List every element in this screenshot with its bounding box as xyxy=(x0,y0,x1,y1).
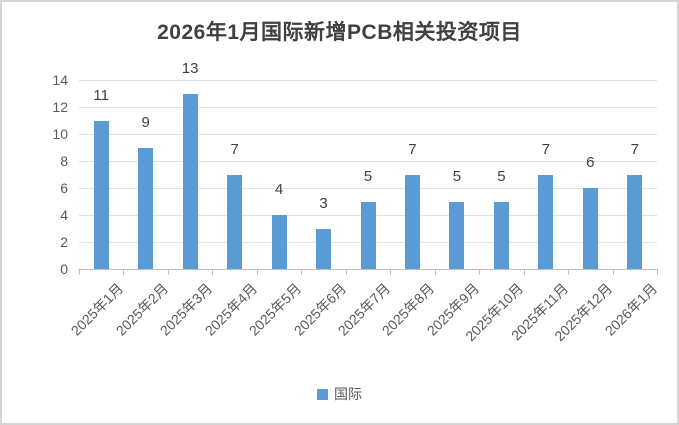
bar xyxy=(316,228,332,269)
y-axis-tick-label: 0 xyxy=(60,261,68,277)
bar-value-label: 7 xyxy=(541,140,551,158)
x-axis-tick xyxy=(345,270,347,275)
bar-value-label: 5 xyxy=(363,167,373,185)
bar-value-label: 7 xyxy=(230,140,239,158)
x-axis-tick xyxy=(167,270,169,275)
chart-title: 2026年1月国际新增PCB相关投资项目 xyxy=(157,21,522,44)
bar xyxy=(271,215,287,269)
bar-value-label: 7 xyxy=(630,140,639,158)
x-axis-tick xyxy=(479,270,481,275)
x-axis-tick xyxy=(123,270,125,275)
bar xyxy=(582,188,598,269)
bar xyxy=(538,174,554,269)
x-axis-tick xyxy=(212,270,214,275)
bar-value-label: 7 xyxy=(408,140,417,158)
y-axis-tick-label: 8 xyxy=(60,153,68,169)
y-axis-tick-label: 10 xyxy=(52,126,68,142)
x-axis-tick xyxy=(657,270,658,275)
x-axis-tick xyxy=(568,270,570,275)
y-axis-tick-label: 4 xyxy=(60,207,68,223)
bar-value-label: 3 xyxy=(319,194,328,212)
legend-label: 国际 xyxy=(334,386,362,402)
y-axis-tick-label: 14 xyxy=(52,72,68,88)
bar xyxy=(138,147,154,269)
legend-marker-icon xyxy=(317,388,328,400)
x-axis-tick xyxy=(612,270,614,275)
bar-value-label: 6 xyxy=(586,154,595,171)
bar xyxy=(182,93,198,269)
y-axis-tick-label: 6 xyxy=(60,180,68,196)
gridline xyxy=(79,161,657,162)
gridline xyxy=(79,80,657,81)
legend: 国际 xyxy=(2,384,677,404)
x-axis-tick xyxy=(390,270,392,275)
x-axis-tick xyxy=(523,270,525,275)
x-axis-tick xyxy=(434,270,436,275)
y-axis-tick-label: 12 xyxy=(52,99,68,115)
bar xyxy=(227,174,243,269)
x-axis-tick xyxy=(256,270,258,275)
bar xyxy=(493,201,509,269)
bar-value-label: 9 xyxy=(141,113,150,131)
bar-value-label: 5 xyxy=(452,167,462,185)
bar xyxy=(93,120,109,269)
bar-value-label: 4 xyxy=(274,181,284,198)
bar-value-label: 5 xyxy=(497,167,506,185)
bar xyxy=(627,174,643,269)
bar xyxy=(449,201,465,269)
bar xyxy=(360,201,376,269)
gridline xyxy=(79,107,657,108)
x-axis-tick xyxy=(79,270,80,275)
gridline xyxy=(79,188,657,189)
x-axis-tick xyxy=(301,270,303,275)
bar xyxy=(404,174,420,269)
bar-value-label: 11 xyxy=(93,86,109,104)
bar-value-label: 13 xyxy=(181,59,199,77)
x-axis-line xyxy=(78,269,658,270)
gridline xyxy=(79,134,657,135)
y-axis-tick-label: 2 xyxy=(60,234,68,250)
